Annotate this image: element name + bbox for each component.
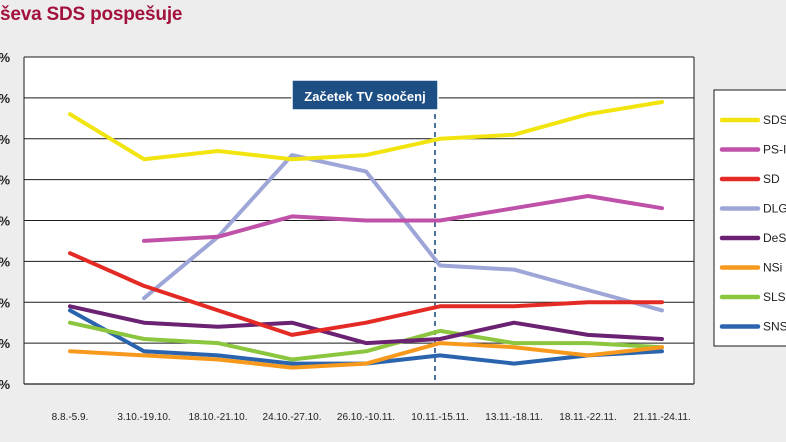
legend-label: SNS: [763, 320, 786, 334]
legend-label: SLS: [763, 290, 786, 304]
legend-label: SD: [763, 172, 780, 186]
y-tick-label: %: [0, 295, 10, 310]
x-tick-label: 8.8.-5.9.: [52, 412, 89, 423]
y-tick-label: %: [0, 254, 10, 269]
x-tick-label: 10.11.-15.11.: [411, 412, 468, 423]
x-tick-label: 24.10.-27.10.: [263, 412, 322, 423]
tv-debate-start-marker: Začetek TV soočenj: [291, 79, 439, 384]
y-tick-label: %: [0, 91, 10, 106]
y-tick-label: %: [0, 377, 10, 392]
series-line-sd: [68, 251, 664, 337]
series-line-sls: [68, 320, 664, 362]
series-line-nsi: [68, 341, 664, 370]
legend: SDS PS-I SD DLG DeS NSi SLS SNS: [713, 89, 786, 347]
series-line-sds: [68, 100, 664, 162]
y-tick-labels: %%%%%%%%%: [0, 50, 10, 392]
y-tick-label: %: [0, 214, 10, 229]
x-tick-label: 3.10.-19.10.: [117, 412, 170, 423]
y-tick-label: %: [0, 132, 10, 147]
x-tick-label: 13.11.-18.11.: [485, 412, 542, 423]
series-lines: [68, 100, 664, 370]
x-tick-label: 21.11.-24.11.: [633, 412, 690, 423]
series-line-ps-i: [142, 194, 664, 243]
x-tick-label: 18.11.-22.11.: [559, 412, 616, 423]
legend-label: SDS: [763, 113, 786, 127]
legend-label: PS-I: [763, 143, 786, 157]
legend-label: NSi: [763, 261, 782, 275]
legend-label: DLG: [763, 202, 786, 216]
annotation-label: Začetek TV soočenj: [304, 89, 425, 104]
legend-label: DeS: [763, 231, 786, 245]
axes: [23, 57, 695, 384]
x-tick-label: 26.10.-10.11.: [337, 412, 395, 423]
legend-box: [713, 89, 786, 347]
y-tick-label: %: [0, 173, 10, 188]
x-tick-labels: 8.8.-5.9. 3.10.-19.10. 18.10.-21.10. 24.10.…: [52, 412, 691, 423]
y-tick-label: %: [0, 50, 10, 65]
y-tick-label: %: [0, 336, 10, 351]
chart-title: ševa SDS pospešuje: [0, 4, 183, 25]
series-line-dlg: [142, 153, 664, 313]
x-tick-label: 18.10.-21.10.: [189, 412, 248, 423]
series-line-des: [68, 304, 664, 346]
annotation-box: [291, 79, 439, 111]
